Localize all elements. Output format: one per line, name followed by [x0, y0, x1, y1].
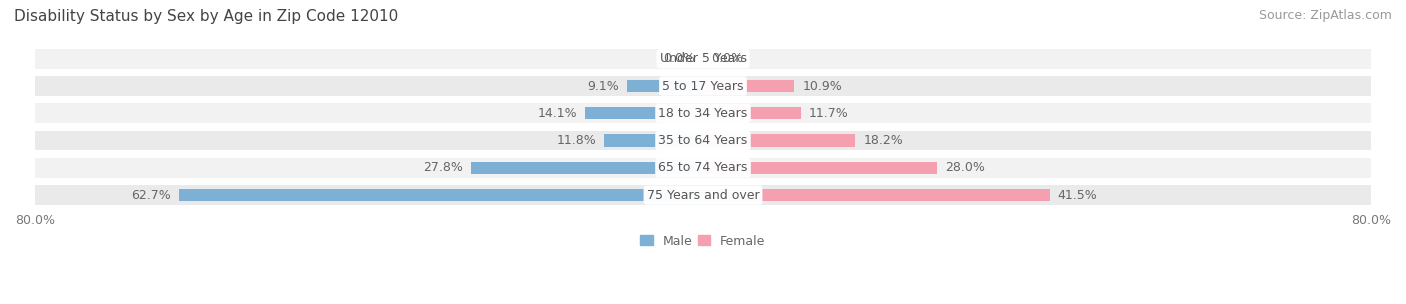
Bar: [703, 162, 936, 174]
Text: 35 to 64 Years: 35 to 64 Years: [658, 134, 748, 147]
Bar: [180, 189, 703, 201]
Text: 28.0%: 28.0%: [945, 161, 986, 174]
Legend: Male, Female: Male, Female: [636, 230, 770, 253]
Text: 11.8%: 11.8%: [557, 134, 596, 147]
Bar: [585, 107, 703, 119]
Bar: [35, 76, 1371, 96]
Text: 75 Years and over: 75 Years and over: [647, 188, 759, 202]
Bar: [703, 189, 1049, 201]
Text: 0.0%: 0.0%: [662, 52, 695, 65]
Bar: [35, 185, 1371, 205]
Text: 18 to 34 Years: 18 to 34 Years: [658, 107, 748, 120]
Bar: [35, 131, 1371, 150]
Text: 62.7%: 62.7%: [131, 188, 172, 202]
Text: 5 to 17 Years: 5 to 17 Years: [662, 80, 744, 92]
Bar: [605, 134, 703, 147]
Bar: [703, 134, 855, 147]
Bar: [35, 103, 1371, 123]
Text: 0.0%: 0.0%: [711, 52, 744, 65]
Text: 9.1%: 9.1%: [586, 80, 619, 92]
Bar: [703, 107, 800, 119]
Text: 10.9%: 10.9%: [803, 80, 842, 92]
Text: 14.1%: 14.1%: [537, 107, 576, 120]
Text: Disability Status by Sex by Age in Zip Code 12010: Disability Status by Sex by Age in Zip C…: [14, 9, 398, 24]
Bar: [471, 162, 703, 174]
Text: 11.7%: 11.7%: [808, 107, 849, 120]
Bar: [35, 158, 1371, 178]
Text: 18.2%: 18.2%: [863, 134, 903, 147]
Text: Source: ZipAtlas.com: Source: ZipAtlas.com: [1258, 9, 1392, 22]
Text: Under 5 Years: Under 5 Years: [659, 52, 747, 65]
Bar: [35, 49, 1371, 68]
Text: 65 to 74 Years: 65 to 74 Years: [658, 161, 748, 174]
Text: 27.8%: 27.8%: [423, 161, 463, 174]
Bar: [627, 80, 703, 92]
Bar: [703, 80, 794, 92]
Text: 41.5%: 41.5%: [1057, 188, 1098, 202]
